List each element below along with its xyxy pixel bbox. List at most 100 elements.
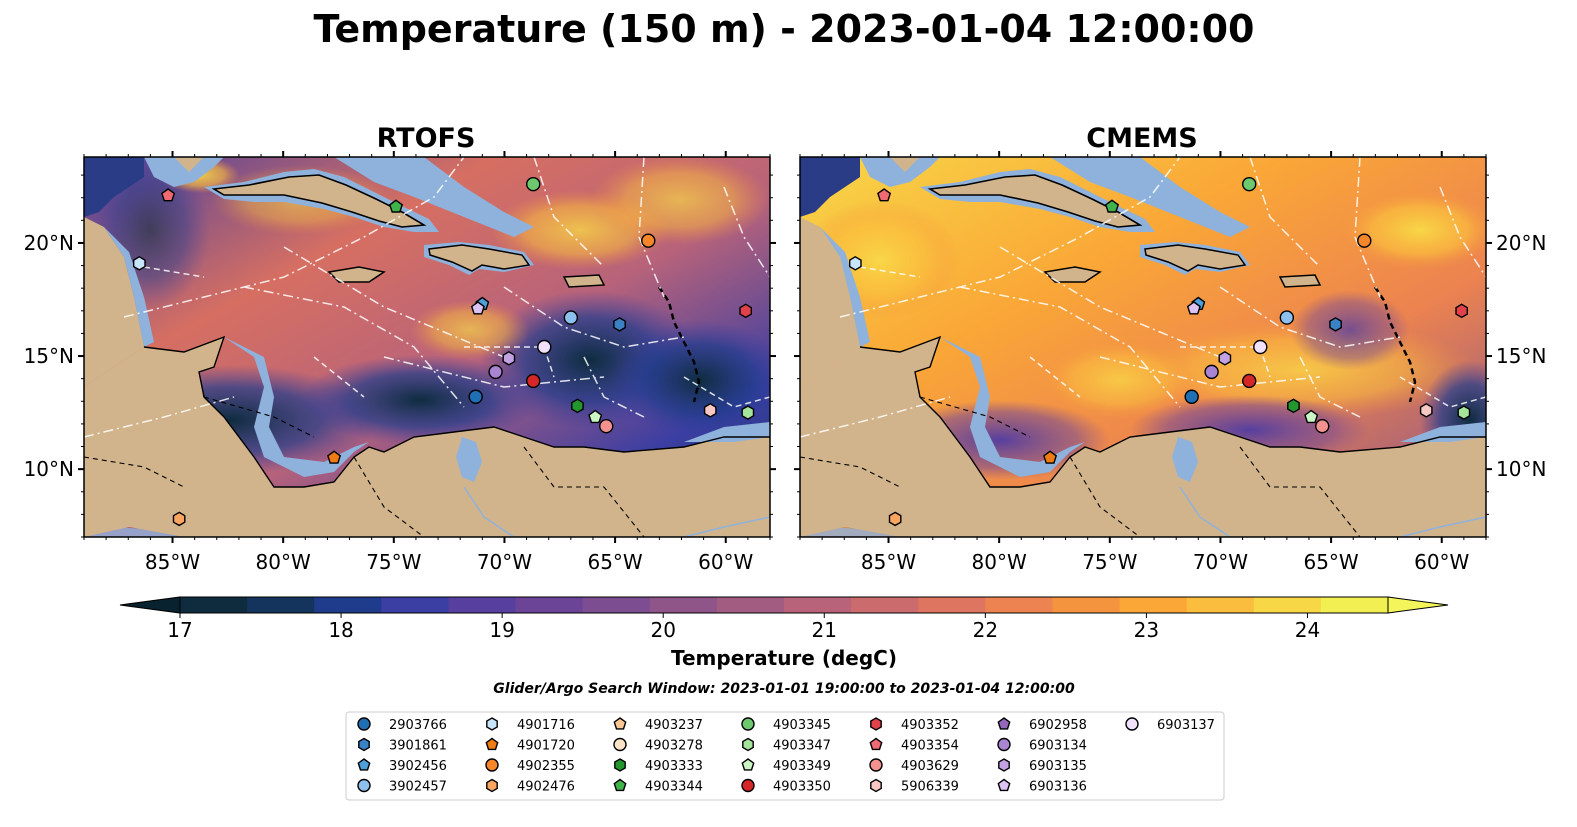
colorbar-tick-label: 19 (489, 618, 514, 642)
legend-label: 6902958 (1029, 718, 1087, 733)
colorbar-bin (851, 597, 919, 613)
legend-marker-4903278 (613, 737, 627, 752)
float-marker-4903352 (1455, 303, 1469, 319)
float-marker-4903347 (741, 405, 755, 420)
float-marker-6903135 (1218, 350, 1232, 366)
legend-label: 3902457 (389, 780, 447, 795)
float-marker-2903766 (468, 389, 483, 404)
float-marker-4903354 (877, 188, 892, 202)
lat-tick-label: 20°N (24, 231, 74, 255)
float-marker-4903344 (1104, 199, 1120, 213)
colorbar-bin (918, 597, 986, 613)
legend-label: 6903134 (1029, 739, 1087, 754)
float-markers (132, 176, 1471, 527)
float-marker-6903137 (1253, 339, 1268, 355)
colorbar-tick-label: 23 (1134, 618, 1159, 642)
float-marker-6903137 (537, 339, 552, 355)
legend: 2903766 3901861 3902456 3902457 4901716 49017… (345, 711, 1225, 801)
float-marker-4903345 (526, 176, 541, 192)
legend-label: 4901716 (517, 718, 575, 733)
legend-marker-4902476 (486, 778, 498, 793)
float-marker-4903350 (526, 373, 541, 389)
legend-marker-6903137 (1125, 717, 1139, 731)
colorbar-bin (448, 597, 517, 613)
float-marker-4903333 (1287, 398, 1300, 414)
colorbar-bin (247, 597, 315, 613)
legend-label: 6903136 (1029, 780, 1087, 795)
legend-label: 2903766 (389, 718, 447, 733)
legend-label: 4902355 (517, 759, 575, 774)
lon-tick-label: 70°W (477, 550, 532, 574)
search-window-note: Glider/Argo Search Window: 2023-01-01 19… (493, 681, 1075, 697)
legend-label: 4903349 (773, 759, 831, 774)
figure-title: Temperature (150 m) - 2023-01-04 12:00:0… (313, 7, 1254, 51)
panel-title-cmems: CMEMS (1086, 123, 1197, 154)
legend-marker-6903136 (997, 778, 1011, 792)
lon-tick-label: 85°W (145, 550, 200, 574)
legend-marker-4903345 (741, 717, 755, 731)
colorbar-bin (985, 597, 1053, 613)
float-marker-4903349 (1304, 409, 1319, 424)
legend-label: 3902456 (389, 759, 447, 774)
colorbar-tick-label: 17 (167, 618, 192, 642)
colorbar-tick-label: 21 (812, 618, 837, 642)
legend-marker-4902355 (485, 758, 499, 772)
legend-label: 3901861 (389, 739, 447, 754)
float-marker-4903345 (1242, 176, 1257, 192)
lon-tick-label: 70°W (1193, 550, 1248, 574)
float-marker-4902476 (888, 511, 902, 527)
float-marker-4903349 (588, 409, 603, 424)
lon-tick-label: 60°W (698, 550, 753, 574)
colorbar-bin (1186, 597, 1255, 613)
colorbar-over-arrow (1387, 596, 1449, 614)
lon-tick-label: 85°W (861, 550, 916, 574)
lon-tick-label: 75°W (366, 550, 421, 574)
colorbar-bin (1119, 597, 1188, 613)
colorbar-bin (784, 597, 852, 613)
legend-marker-6903134 (997, 737, 1011, 752)
legend-marker-4903349 (741, 758, 755, 771)
colorbar-bin (515, 597, 584, 613)
legend-label: 5906339 (901, 780, 959, 795)
colorbar-frame (179, 596, 1389, 614)
float-marker-4903354 (161, 188, 176, 202)
float-marker-4901716 (849, 255, 862, 271)
lat-tick-label: 15°N (24, 344, 74, 368)
float-marker-4902355 (1357, 233, 1372, 248)
colorbar-label: Temperature (degC) (671, 646, 897, 670)
float-marker-4903350 (1242, 373, 1257, 389)
lon-tick-label: 80°W (972, 550, 1027, 574)
legend-marker-2903766 (357, 717, 371, 731)
legend-marker-4903333 (614, 758, 626, 772)
colorbar-bin (180, 597, 248, 613)
legend-marker-4901716 (486, 717, 498, 731)
legend-box (345, 711, 1225, 801)
float-marker-4901716 (132, 255, 146, 271)
legend-marker-4901720 (485, 737, 499, 751)
lat-tick-label: 20°N (1496, 231, 1546, 255)
legend-marker-3902457 (357, 778, 371, 793)
legend-label: 6903137 (1157, 718, 1215, 733)
legend-label: 4903350 (773, 780, 831, 795)
legend-label: 4903347 (773, 739, 831, 754)
float-marker-6903136 (1186, 301, 1201, 315)
float-marker-3902457 (1279, 310, 1295, 325)
float-marker-4903333 (571, 398, 584, 414)
colorbar-bin (1052, 597, 1121, 613)
legend-marker-4903629 (869, 758, 883, 772)
float-marker-2903766 (1184, 389, 1199, 404)
colorbar-bin (314, 597, 382, 613)
colorbar-tick-label: 18 (328, 618, 353, 642)
map-frame-cmems (799, 156, 1487, 538)
legend-label: 4903629 (901, 759, 959, 774)
float-marker-6903134 (488, 364, 503, 380)
colorbar-bin (381, 597, 449, 613)
float-marker-6903134 (1204, 364, 1219, 380)
legend-label: 4903344 (645, 780, 703, 795)
map-panel-rtofs (84, 157, 770, 537)
lon-tick-label: 80°W (256, 550, 311, 574)
legend-label: 4903354 (901, 739, 959, 754)
float-marker-4903347 (1457, 405, 1471, 420)
legend-label: 4902476 (517, 780, 575, 795)
legend-label: 4903352 (901, 718, 959, 733)
